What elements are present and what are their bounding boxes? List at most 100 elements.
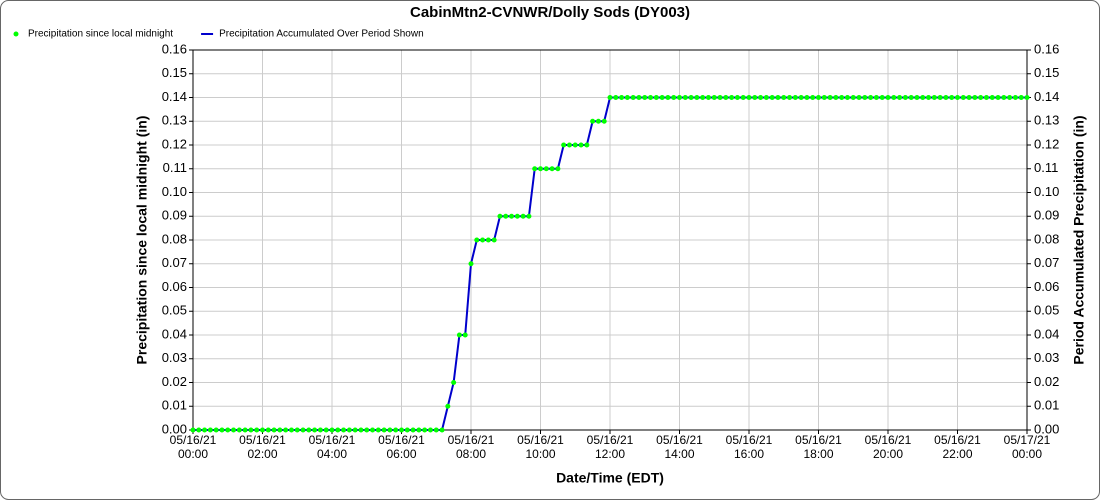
plot-border [192,49,1028,431]
data-point [671,95,677,100]
data-point [265,427,271,433]
data-point [688,95,694,100]
data-point [955,95,960,100]
data-point [972,95,978,100]
data-point [787,95,793,100]
data-point [792,95,798,100]
data-point [485,237,491,243]
data-point [480,237,486,243]
data-point [300,427,306,433]
data-point [323,427,329,433]
x-tick-label: 05/16/21 16:00 [725,433,773,461]
y2-tick-label: 0.16 [1034,41,1059,56]
data-point [595,118,601,124]
data-point [294,427,300,433]
data-point [763,95,769,100]
data-point [427,427,433,433]
data-point [937,95,943,100]
data-point [607,95,613,100]
data-point [439,427,445,433]
data-point [816,95,821,100]
data-point [207,427,213,433]
data-point [705,95,711,100]
data-point [1012,95,1018,100]
data-point [532,166,538,172]
data-point [549,166,555,172]
data-point [624,95,630,100]
y-tick-label: 0.10 [162,184,187,199]
y-tick-label: 0.08 [162,231,187,246]
data-point [410,427,416,433]
y2-tick-label: 0.01 [1034,398,1059,413]
y2-tick-label: 0.12 [1034,136,1059,151]
chart-title: CabinMtn2-CVNWR/Dolly Sods (DY003) [410,4,690,21]
data-point [723,95,729,100]
data-point [665,95,671,100]
y2-tick-label: 0.07 [1034,255,1059,270]
data-point [370,427,376,433]
data-point [335,427,341,433]
data-point [613,95,619,100]
x-tick-label: 05/16/21 02:00 [239,433,286,461]
data-point [514,213,520,219]
data-point [445,403,451,409]
data-point [213,427,219,433]
data-point [578,142,584,148]
y-tick-label: 0.03 [162,350,187,365]
x-tick-label: 05/16/21 06:00 [378,433,425,461]
data-point [288,427,294,433]
data-point [740,95,746,100]
data-point [1007,95,1013,100]
y-tick-label: 0.09 [162,208,187,223]
data-point [775,95,781,100]
data-point [827,95,833,100]
data-point [312,427,318,433]
legend-marker [13,31,19,37]
data-point [190,427,196,433]
data-point [821,95,827,100]
data-point [254,427,260,433]
data-point [196,427,202,433]
x-tick-label: 05/16/21 14:00 [656,433,703,461]
x-tick-label: 05/16/21 12:00 [586,433,634,461]
data-point [451,380,457,385]
y2-tick-label: 0.08 [1034,231,1059,246]
data-point [225,427,231,433]
data-point [682,95,688,100]
y-tick-label: 0.12 [162,136,187,151]
data-point [381,427,387,433]
data-point [833,95,839,100]
data-point [729,95,735,100]
y2-tick-label: 0.11 [1034,160,1058,175]
data-point [885,95,891,100]
data-point [700,95,706,100]
data-point [653,95,659,100]
data-point [844,95,850,100]
data-point [387,427,393,433]
data-point [781,95,787,100]
y-tick-label: 0.04 [162,326,187,341]
y-axis-label: Precipitation since local midnight (in) [134,116,150,365]
x-tick-label: 05/16/21 10:00 [517,433,564,461]
data-point [989,95,995,100]
data-point [648,95,654,100]
y-tick-label: 0.15 [162,65,187,80]
data-point [393,427,399,433]
x-tick-label: 05/16/21 08:00 [447,433,495,461]
x-tick-label: 05/16/21 20:00 [864,433,912,461]
data-point [873,95,879,100]
data-point [752,95,758,100]
y2-tick-label: 0.09 [1034,208,1059,223]
data-point [995,95,1001,100]
y-tick-label: 0.14 [162,89,187,104]
data-point [538,166,543,172]
y-tick-label: 0.01 [162,398,187,413]
data-point [619,95,625,100]
data-point [566,142,572,148]
data-point [433,427,439,433]
y2-tick-label: 0.15 [1034,65,1059,80]
y2-tick-label: 0.04 [1034,326,1059,341]
y2-tick-label: 0.06 [1034,279,1059,294]
data-point [306,427,312,433]
